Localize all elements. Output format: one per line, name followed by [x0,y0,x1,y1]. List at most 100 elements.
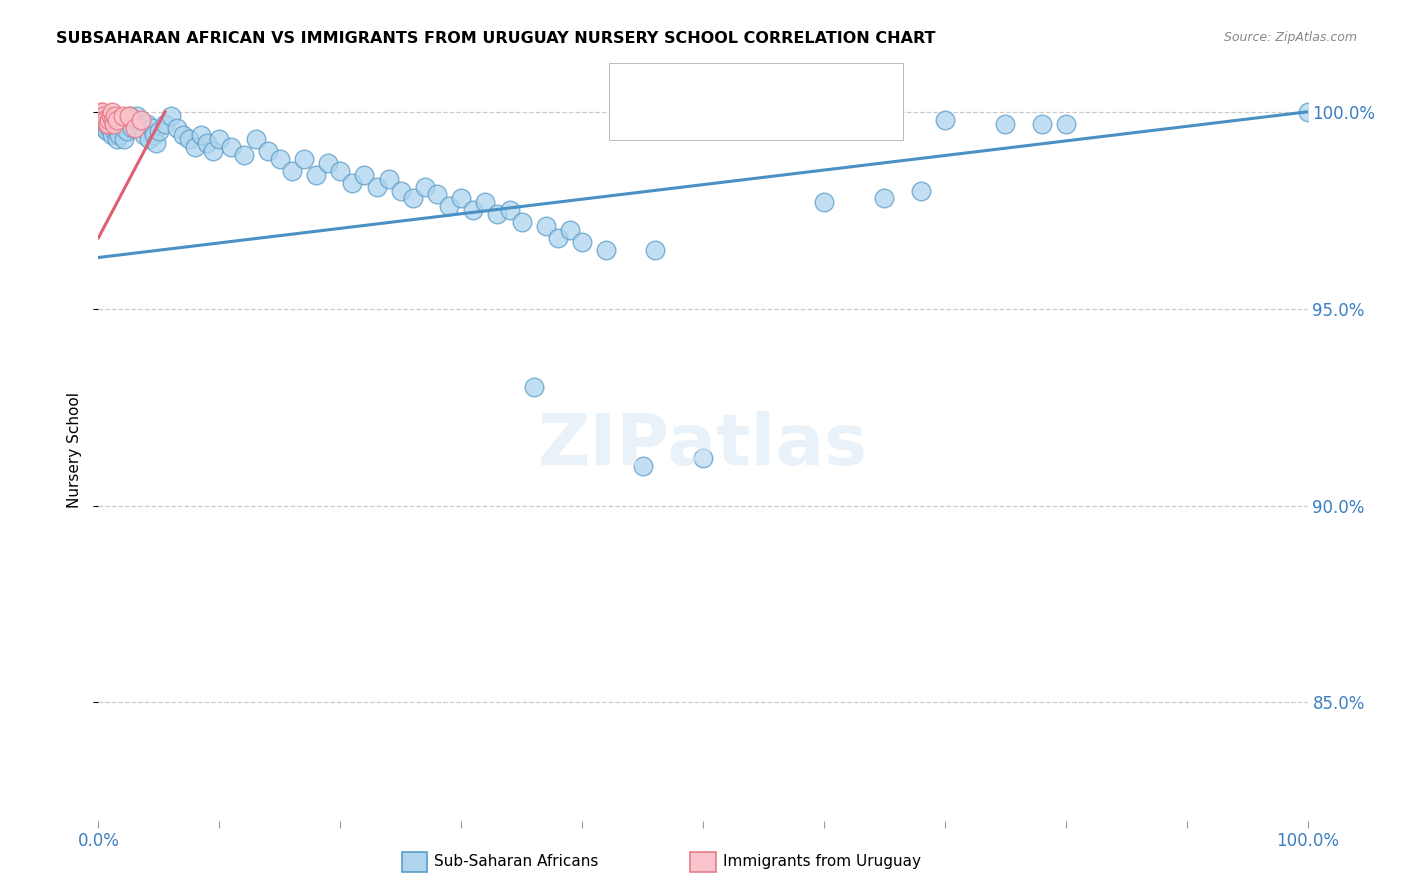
Point [179,132,201,146]
Point [1296,104,1319,119]
Text: ZIPatlas: ZIPatlas [538,411,868,481]
Point [128,117,150,131]
Point [644,243,666,257]
Point [145,136,167,151]
Point [934,112,956,127]
Point [118,109,141,123]
Point [245,132,267,146]
Point [202,144,225,158]
Point [450,191,472,205]
Point [595,243,617,257]
Point [90,112,112,127]
Point [91,104,114,119]
Point [190,128,212,143]
Point [342,176,364,190]
Point [523,380,546,394]
Point [256,144,278,158]
Point [91,109,114,123]
Point [107,120,129,135]
Point [91,109,114,123]
Point [269,152,291,166]
Point [105,132,128,146]
Point [153,117,176,131]
Point [166,120,188,135]
Point [94,112,117,127]
Point [1031,117,1053,131]
Point [118,109,141,123]
Point [195,136,218,151]
Point [97,112,120,127]
Point [117,124,139,138]
Point [131,120,153,135]
Text: Sub-Saharan Africans: Sub-Saharan Africans [434,855,599,869]
Point [138,132,160,146]
Point [98,112,121,127]
Point [292,152,315,166]
Point [89,109,111,123]
Point [101,117,124,131]
Point [90,104,112,119]
Point [101,112,124,127]
Point [994,117,1017,131]
Point [98,120,121,135]
Point [124,112,146,127]
Point [97,117,120,131]
Point [305,168,328,182]
Point [114,117,136,131]
Point [111,120,134,135]
Point [121,120,143,135]
Point [100,104,122,119]
Point [100,128,122,143]
Point [571,235,593,249]
Point [389,184,412,198]
Point [148,124,170,138]
Point [534,219,557,233]
Bar [624,78,650,100]
Point [510,215,533,229]
Point [232,148,254,162]
Point [437,199,460,213]
Point [96,117,118,131]
Point [377,171,399,186]
Point [873,191,896,205]
Point [413,179,436,194]
Point [104,109,127,123]
Bar [624,107,650,128]
Point [96,124,118,138]
Point [141,120,163,135]
Point [402,191,425,205]
Point [93,120,115,135]
Point [910,184,932,198]
Point [813,195,835,210]
Point [329,164,352,178]
Point [135,117,157,131]
Point [366,179,388,194]
Text: Immigrants from Uruguay: Immigrants from Uruguay [723,855,921,869]
Point [104,124,127,138]
Point [100,109,122,123]
Point [93,112,115,127]
Point [100,109,122,123]
Point [498,203,520,218]
Point [486,207,509,221]
Point [463,203,485,218]
Text: R = 0.560   N = 18: R = 0.560 N = 18 [658,103,823,118]
Point [316,156,339,170]
Point [124,120,146,135]
Point [208,132,231,146]
Point [127,109,149,123]
Bar [402,852,427,871]
Point [103,117,125,131]
Point [281,164,304,178]
Point [353,168,375,182]
Point [129,112,152,127]
Point [558,223,581,237]
Point [692,451,714,466]
Y-axis label: Nursery School: Nursery School [66,392,82,508]
Text: Source: ZipAtlas.com: Source: ZipAtlas.com [1223,31,1357,45]
Text: SUBSAHARAN AFRICAN VS IMMIGRANTS FROM URUGUAY NURSERY SCHOOL CORRELATION CHART: SUBSAHARAN AFRICAN VS IMMIGRANTS FROM UR… [56,31,936,46]
Point [547,231,569,245]
Point [160,109,183,123]
Point [134,128,156,143]
Point [631,459,654,474]
